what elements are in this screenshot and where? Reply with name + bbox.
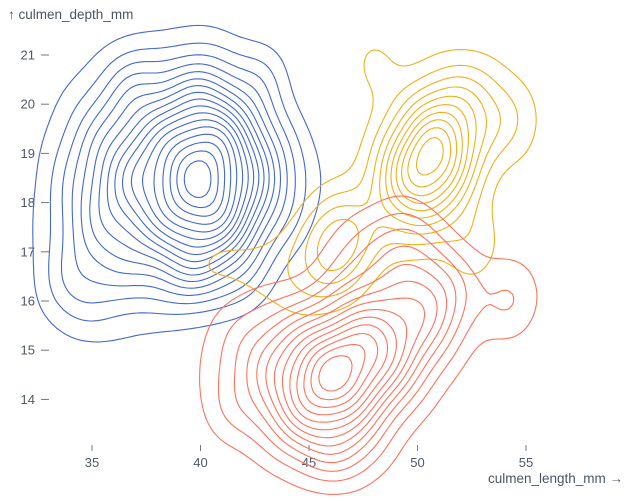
y-axis-ticks: 14 15 16 17 18 19 20 21 <box>21 48 49 407</box>
contour-ring-orange <box>407 127 452 188</box>
contour-ring-red <box>303 332 379 408</box>
x-tick-label: 40 <box>193 455 207 470</box>
contour-ring-orange <box>208 49 537 316</box>
y-tick-label: 19 <box>21 146 35 161</box>
x-tick-label: 55 <box>519 455 533 470</box>
contour-ring-orange <box>287 64 519 298</box>
contour-ring-blue <box>153 126 238 233</box>
contour-layer-blue <box>32 24 322 343</box>
y-tick-label: 20 <box>21 97 35 112</box>
contour-ring-orange <box>415 136 444 176</box>
contour-ring-blue <box>130 112 249 248</box>
contour-layer-red <box>199 195 538 495</box>
contour-ring-blue <box>60 54 296 305</box>
x-tick-label: 35 <box>85 455 99 470</box>
contour-layers <box>32 24 538 495</box>
contour-ring-blue <box>98 85 270 276</box>
y-tick-label: 16 <box>21 294 35 309</box>
x-tick-label: 50 <box>410 455 424 470</box>
contour-ring-red <box>246 245 457 464</box>
contour-ring-red <box>217 212 515 482</box>
contour-ring-blue <box>183 160 212 199</box>
contour-layer-orange <box>208 49 537 316</box>
contour-ring-blue <box>176 150 219 209</box>
contour-ring-orange <box>316 86 488 272</box>
contour-ring-orange <box>390 104 469 212</box>
axes: ↑ culmen_depth_mm culmen_length_mm → 35 4… <box>8 7 623 486</box>
y-tick-label: 21 <box>21 48 35 63</box>
contour-ring-blue <box>89 78 276 283</box>
contour-ring-red <box>281 308 408 431</box>
contour-ring-blue <box>142 119 244 241</box>
contour-ring-red <box>310 344 366 401</box>
contour-ring-blue <box>71 63 288 296</box>
y-tick-label: 17 <box>21 244 35 259</box>
contour-ring-red <box>233 228 467 472</box>
contour-ring-orange <box>395 111 463 204</box>
x-axis-label: culmen_length_mm → <box>488 471 623 486</box>
y-tick-label: 18 <box>21 195 35 210</box>
contour-ring-blue <box>80 71 282 289</box>
contour-ring-red <box>265 280 438 447</box>
y-tick-label: 15 <box>21 343 35 358</box>
contour-ring-orange <box>401 119 458 197</box>
contour-ring-blue <box>106 91 265 270</box>
contour-ring-red <box>318 355 353 392</box>
contour-ring-orange <box>304 76 501 285</box>
contour-ring-blue <box>169 141 226 217</box>
contour-ring-red <box>256 263 448 455</box>
contour-ring-blue <box>48 42 307 322</box>
y-tick-label: 14 <box>21 392 35 407</box>
contour-ring-red <box>296 324 389 416</box>
contour-ring-red <box>273 297 426 439</box>
contour-ring-red <box>199 195 538 495</box>
contour-ring-blue <box>121 105 255 256</box>
contour-ring-red <box>289 316 397 423</box>
y-axis-label: ↑ culmen_depth_mm <box>8 7 133 22</box>
x-axis-ticks: 35 40 45 50 55 <box>85 445 533 470</box>
contour-ring-blue <box>162 133 232 225</box>
